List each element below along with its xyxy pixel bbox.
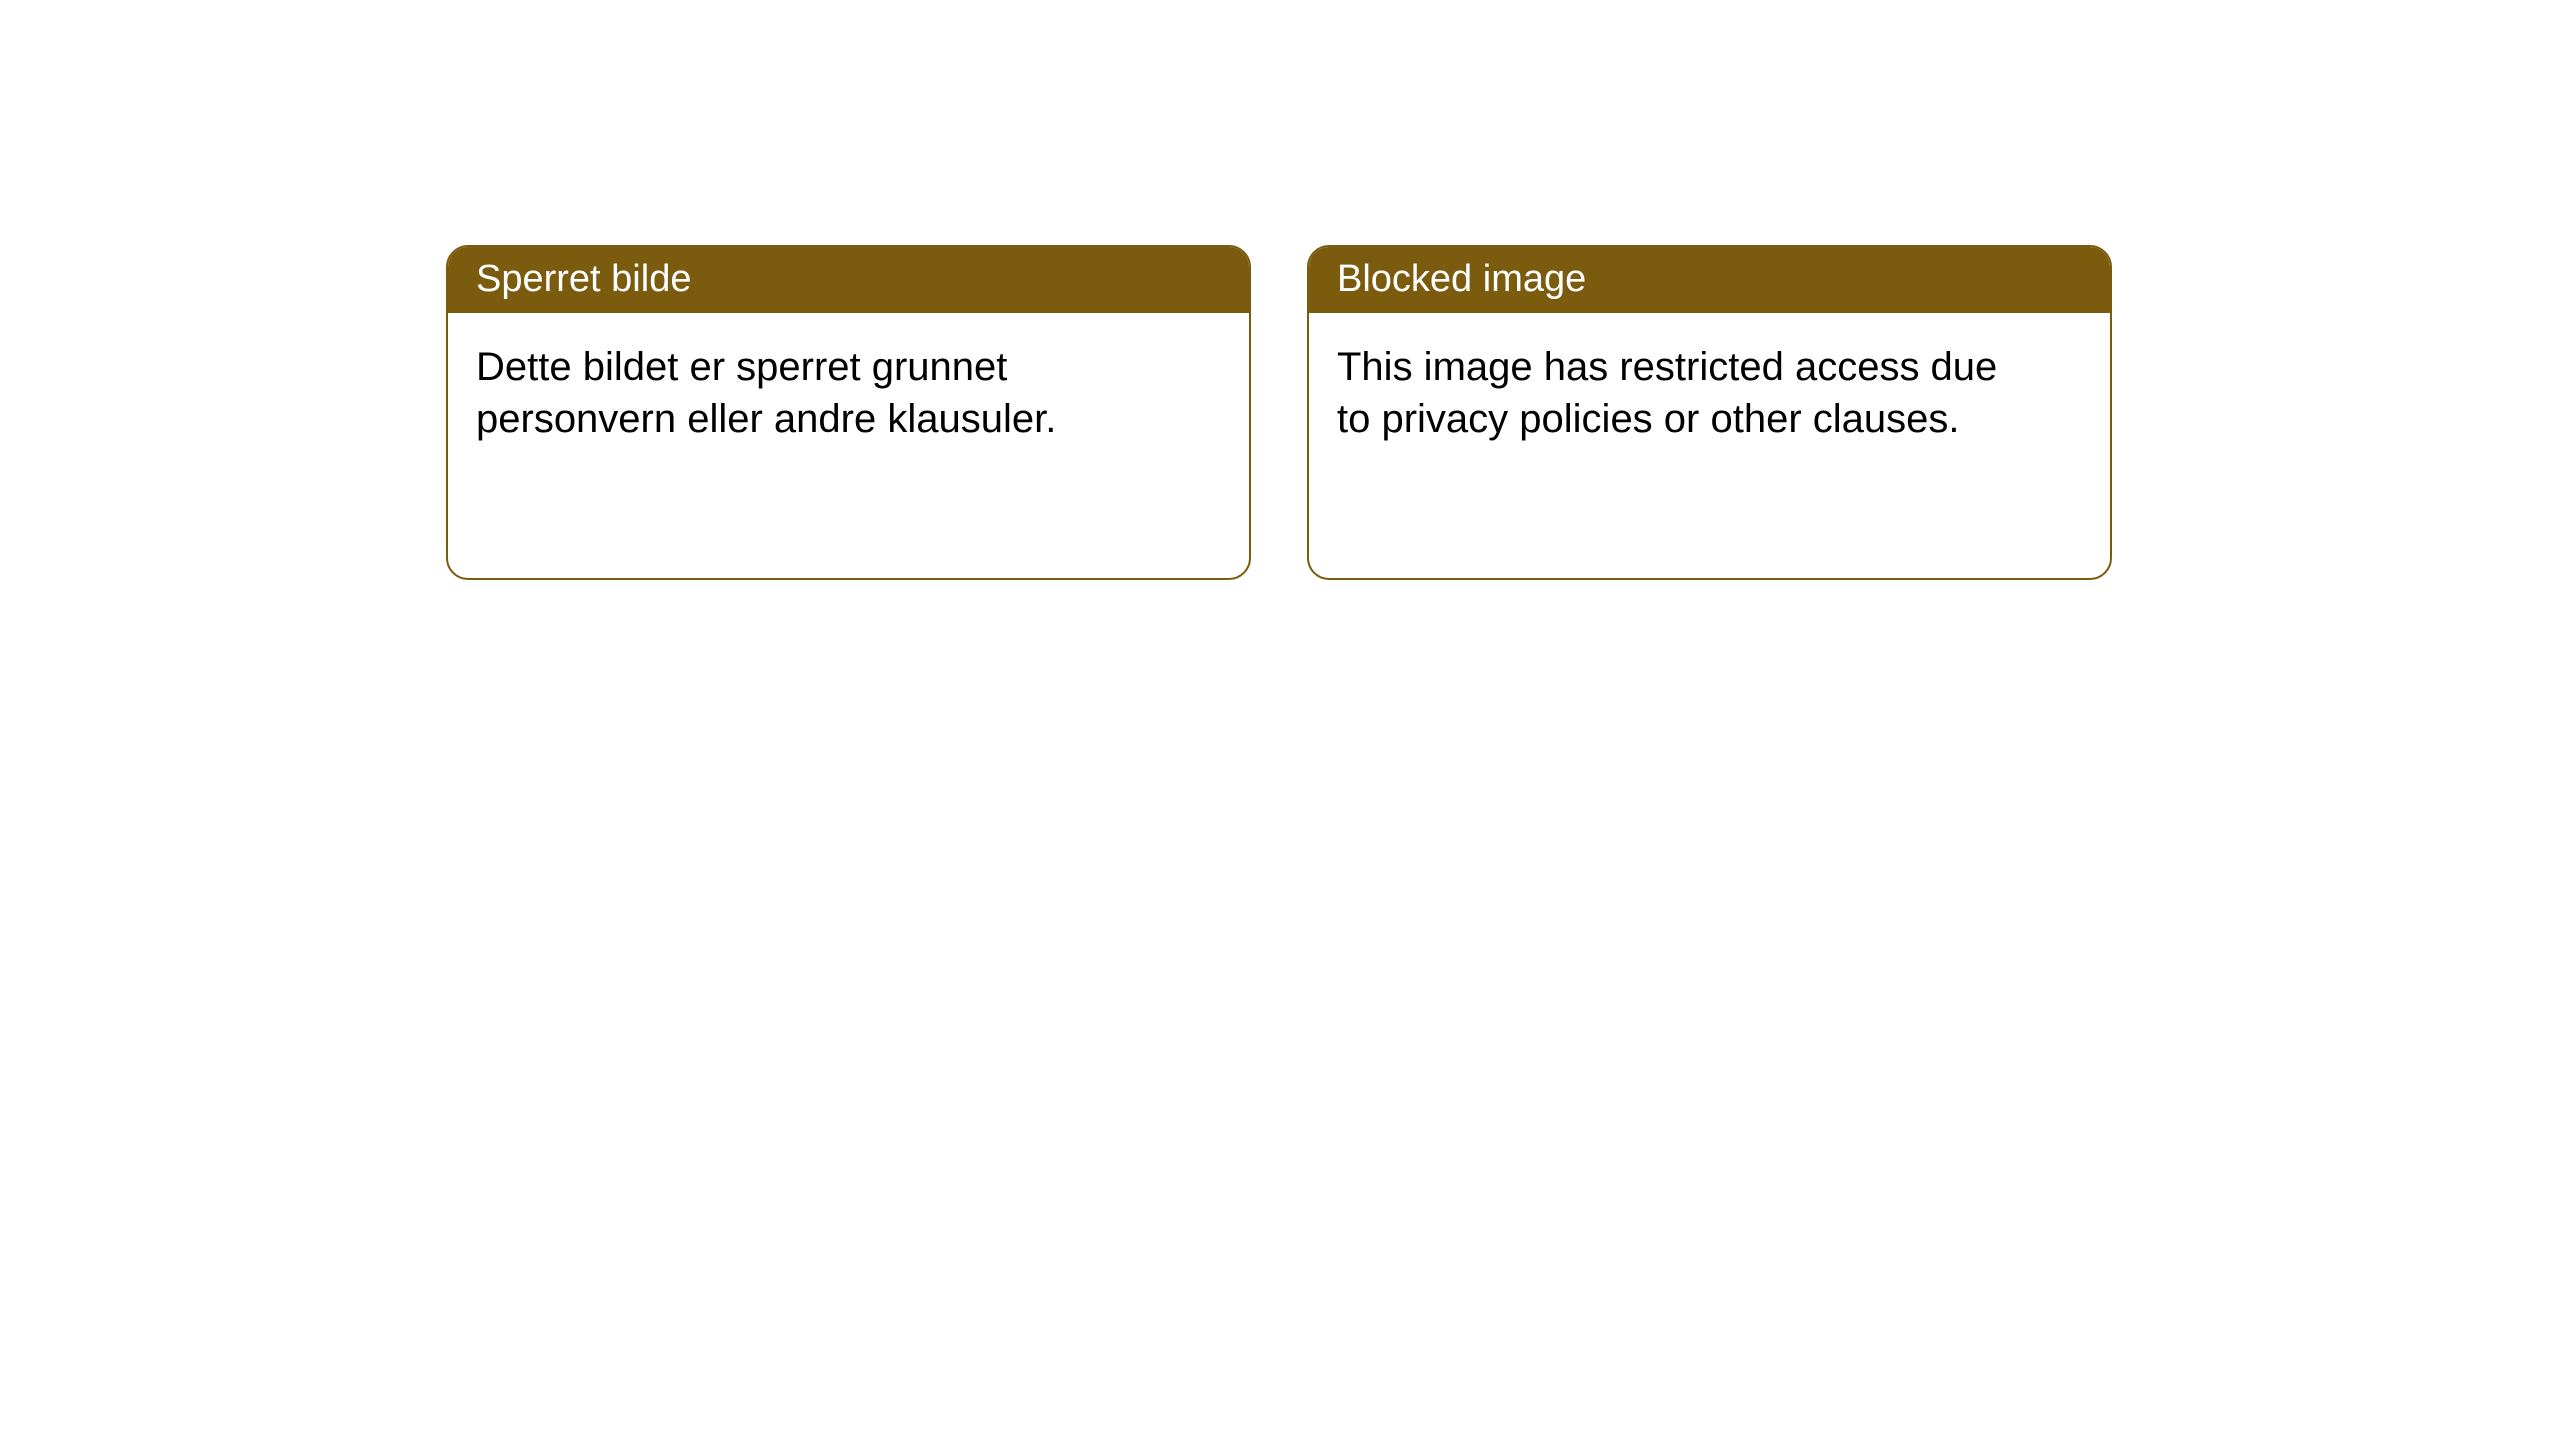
blocked-image-card-english: Blocked image This image has restricted … — [1307, 245, 2112, 580]
blocked-image-card-norwegian: Sperret bilde Dette bildet er sperret gr… — [446, 245, 1251, 580]
card-header: Sperret bilde — [448, 247, 1249, 313]
notice-container: Sperret bilde Dette bildet er sperret gr… — [446, 245, 2112, 580]
card-body: Dette bildet er sperret grunnet personve… — [448, 313, 1168, 475]
card-body: This image has restricted access due to … — [1309, 313, 2029, 475]
card-header: Blocked image — [1309, 247, 2110, 313]
